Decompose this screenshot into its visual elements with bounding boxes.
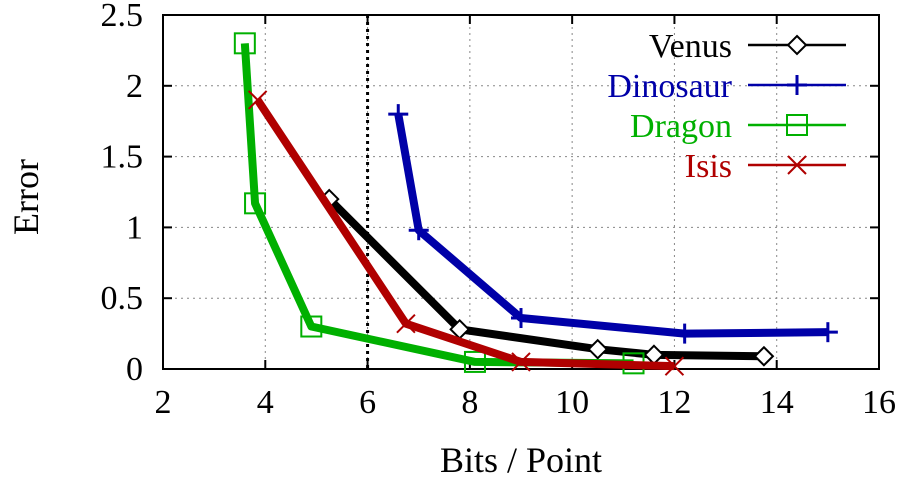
x-tick-label: 4 — [257, 384, 274, 421]
y-tick-label: 0 — [126, 351, 143, 388]
x-tick-label: 12 — [657, 384, 691, 421]
data-point-isis — [511, 352, 531, 372]
data-point-venus — [643, 344, 665, 366]
series-line-isis — [254, 97, 675, 371]
series-venus — [318, 188, 775, 367]
y-tick-label: 0.5 — [101, 280, 144, 317]
legend-label-isis: Isis — [685, 148, 732, 185]
x-axis-title: Bits / Point — [440, 440, 602, 480]
data-point-dinosaur — [388, 104, 409, 125]
legend-item-dinosaur: Dinosaur — [607, 68, 846, 105]
legend-item-dragon: Dragon — [630, 108, 846, 145]
y-tick-label: 2 — [126, 68, 143, 105]
y-tick-label: 2.5 — [101, 0, 144, 34]
legend-marker-dinosaur — [787, 75, 807, 95]
data-point-isis — [247, 90, 268, 110]
legend-item-venus: Venus — [649, 28, 846, 65]
data-point-isis — [664, 356, 685, 376]
legend-marker-dragon — [786, 114, 808, 136]
axis-ticks: 2 4 6 8 10 12 14 16 0 0.5 1 1.5 2 2.5 — [101, 0, 897, 421]
x-tick-label: 14 — [760, 384, 794, 421]
x-tick-label: 8 — [461, 384, 478, 421]
plot-frame — [162, 14, 880, 370]
legend-marker-venus — [786, 34, 808, 56]
data-point-dragon — [233, 32, 256, 55]
x-tick-label: 16 — [862, 384, 896, 421]
x-tick-label: 6 — [359, 384, 376, 421]
y-tick-label: 1.5 — [101, 139, 144, 176]
legend-label-dinosaur: Dinosaur — [607, 68, 732, 105]
series-line-dinosaur — [394, 113, 828, 338]
series-lines — [233, 32, 838, 376]
data-point-dragon — [463, 350, 486, 373]
x-tick-label: 10 — [555, 384, 589, 421]
data-point-venus — [753, 345, 775, 367]
legend-label-dragon: Dragon — [630, 108, 732, 145]
data-point-dinosaur — [817, 322, 838, 343]
series-line-dragon — [240, 43, 634, 368]
data-point-isis — [396, 313, 416, 334]
legend-marker-isis — [787, 155, 807, 175]
data-point-dragon — [300, 315, 323, 338]
legend-label-venus: Venus — [649, 28, 732, 65]
legend-item-isis: Isis — [685, 148, 846, 185]
data-point-dinosaur — [408, 220, 429, 241]
data-point-dinosaur — [674, 323, 695, 344]
x-tick-label: 2 — [155, 384, 172, 421]
series-dinosaur — [388, 104, 838, 344]
y-axis-title: Error — [6, 159, 46, 235]
data-point-dragon — [244, 192, 267, 215]
data-point-dinosaur — [511, 308, 531, 329]
data-point-venus — [587, 338, 609, 360]
y-tick-label: 1 — [126, 209, 143, 246]
series-isis — [247, 90, 685, 376]
